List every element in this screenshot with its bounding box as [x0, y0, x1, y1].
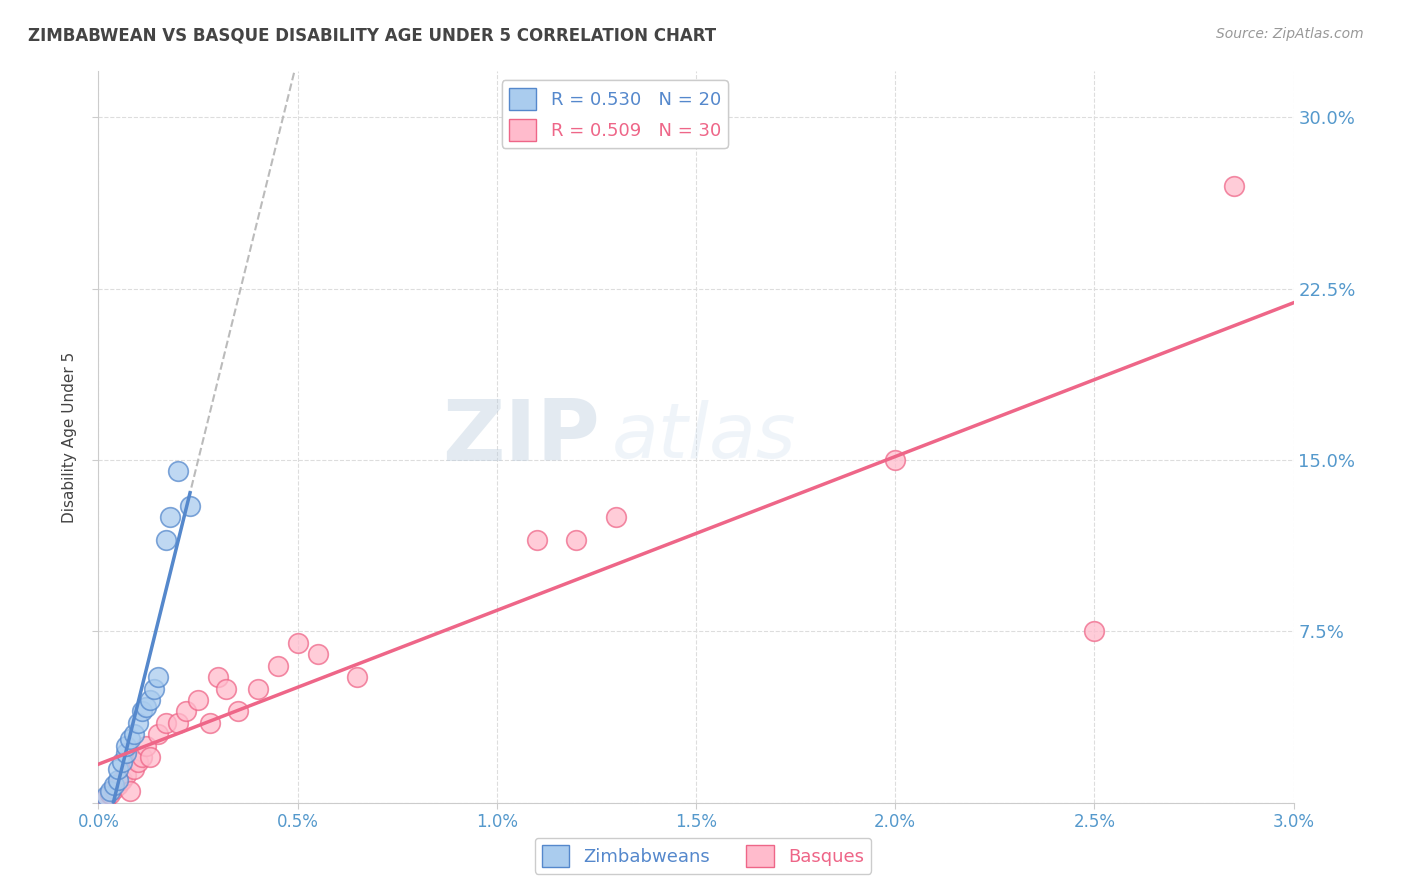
- Point: [167, 464, 190, 478]
- Point: [127, 755, 149, 769]
- Point: [131, 750, 153, 764]
- Point: [98, 784, 122, 798]
- Point: [96, 789, 118, 803]
- Point: [115, 746, 138, 760]
- Point: [307, 647, 329, 661]
- Text: ZIMBABWEAN VS BASQUE DISABILITY AGE UNDER 5 CORRELATION CHART: ZIMBABWEAN VS BASQUE DISABILITY AGE UNDE…: [28, 27, 716, 45]
- Point: [115, 739, 138, 753]
- Legend: Zimbabweans, Basques: Zimbabweans, Basques: [534, 838, 872, 874]
- Point: [346, 670, 368, 684]
- Point: [103, 778, 125, 792]
- Text: ZIP: ZIP: [443, 395, 600, 479]
- Legend: R = 0.530   N = 20, R = 0.509   N = 30: R = 0.530 N = 20, R = 0.509 N = 30: [502, 80, 728, 148]
- Text: Source: ZipAtlas.com: Source: ZipAtlas.com: [1216, 27, 1364, 41]
- Point: [124, 727, 146, 741]
- Y-axis label: Disability Age Under 5: Disability Age Under 5: [62, 351, 77, 523]
- Point: [135, 739, 157, 753]
- Text: atlas: atlas: [613, 401, 797, 474]
- Point: [127, 715, 149, 730]
- Point: [1223, 178, 1246, 193]
- Point: [174, 705, 197, 719]
- Point: [187, 693, 209, 707]
- Point: [226, 705, 249, 719]
- Point: [139, 693, 162, 707]
- Point: [884, 453, 907, 467]
- Point: [605, 510, 627, 524]
- Point: [107, 762, 129, 776]
- Point: [148, 670, 170, 684]
- Point: [215, 681, 238, 696]
- Point: [124, 762, 146, 776]
- Point: [155, 715, 177, 730]
- Point: [103, 782, 125, 797]
- Point: [111, 755, 134, 769]
- Point: [115, 768, 138, 782]
- Point: [167, 715, 190, 730]
- Point: [198, 715, 221, 730]
- Point: [131, 705, 153, 719]
- Point: [565, 533, 588, 547]
- Point: [135, 699, 157, 714]
- Point: [179, 499, 201, 513]
- Point: [287, 636, 309, 650]
- Point: [139, 750, 162, 764]
- Point: [1083, 624, 1105, 639]
- Point: [246, 681, 269, 696]
- Point: [107, 778, 129, 792]
- Point: [120, 731, 142, 746]
- Point: [267, 658, 290, 673]
- Point: [98, 787, 122, 801]
- Point: [155, 533, 177, 547]
- Point: [96, 791, 118, 805]
- Point: [526, 533, 548, 547]
- Point: [159, 510, 181, 524]
- Point: [107, 772, 129, 787]
- Point: [143, 681, 166, 696]
- Point: [148, 727, 170, 741]
- Point: [207, 670, 229, 684]
- Point: [120, 784, 142, 798]
- Point: [111, 772, 134, 787]
